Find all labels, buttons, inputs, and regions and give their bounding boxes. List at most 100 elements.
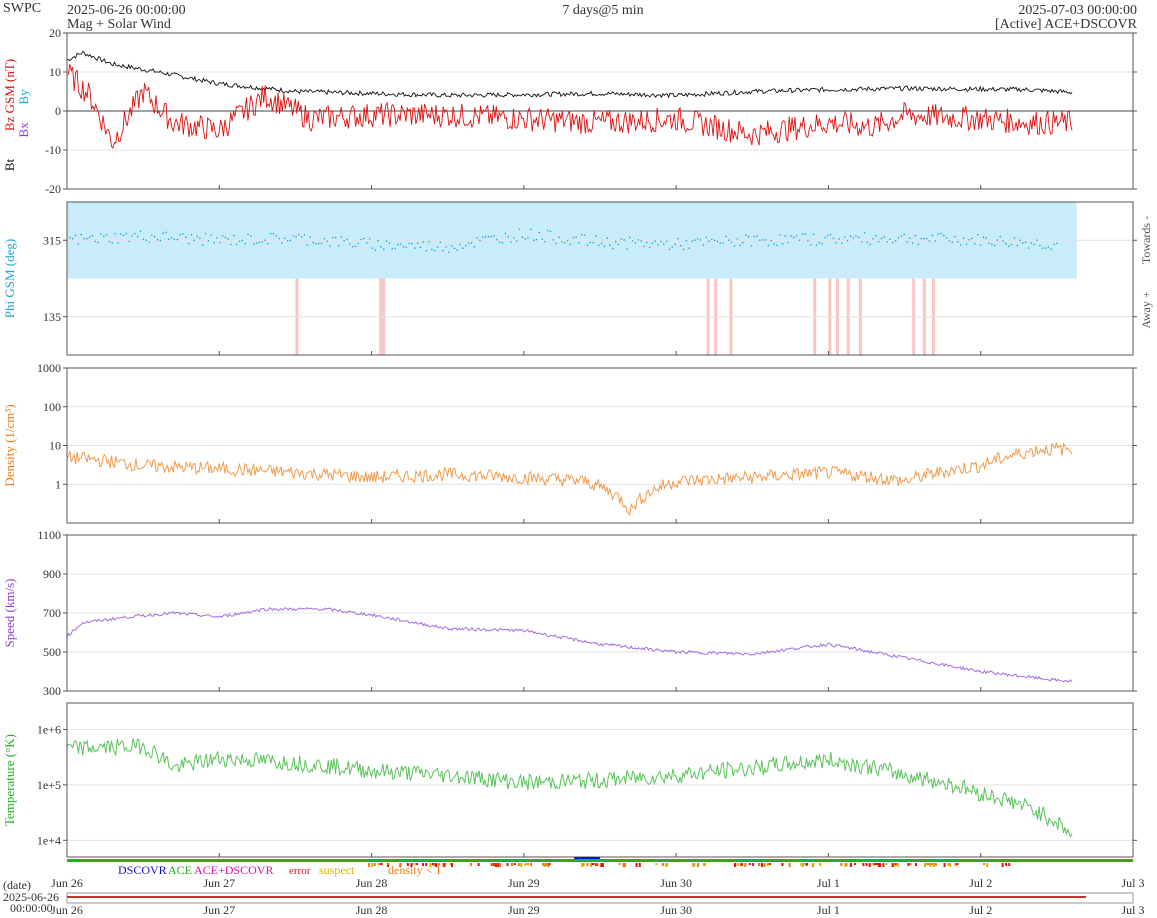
phi-point bbox=[1007, 245, 1010, 248]
phi-point bbox=[713, 239, 716, 242]
phi-point bbox=[159, 239, 162, 242]
phi-point bbox=[436, 246, 439, 248]
phi-point bbox=[1041, 247, 1044, 249]
phi-point bbox=[538, 231, 541, 234]
phi-point bbox=[221, 234, 224, 237]
phi-point bbox=[292, 235, 295, 237]
phi-point bbox=[507, 236, 509, 238]
phi-point bbox=[275, 234, 278, 237]
phi-point bbox=[900, 235, 903, 238]
phi-point bbox=[422, 241, 425, 243]
status-event-mark bbox=[451, 863, 454, 867]
phi-point bbox=[266, 242, 269, 245]
phi-point bbox=[518, 228, 521, 231]
status-event-mark bbox=[781, 863, 784, 866]
phi-point bbox=[213, 241, 215, 244]
status-event-mark bbox=[517, 863, 520, 866]
phi-point bbox=[742, 241, 744, 244]
phi-point bbox=[1019, 239, 1021, 242]
phi-point bbox=[860, 240, 863, 243]
y-tick-label: 20 bbox=[49, 26, 61, 40]
phi-point bbox=[756, 235, 758, 237]
phi-point bbox=[258, 241, 261, 244]
phi-point bbox=[846, 239, 849, 242]
status-event-mark bbox=[524, 863, 527, 866]
phi-point bbox=[750, 245, 753, 247]
phi-point bbox=[541, 238, 543, 240]
legend-ace: ACE bbox=[168, 863, 192, 877]
phi-point bbox=[476, 237, 478, 239]
phi-point bbox=[979, 244, 982, 247]
phi-point bbox=[810, 244, 812, 246]
y-tick-label: 0 bbox=[55, 104, 61, 118]
y-tick-label: 1000 bbox=[37, 361, 61, 375]
phi-point bbox=[269, 232, 272, 235]
status-strip: DSCOVR ACE ACE+DSCOVR error suspect dens… bbox=[67, 857, 1133, 877]
phi-point bbox=[326, 240, 328, 243]
y-axis-label: Bx bbox=[16, 122, 31, 138]
phi-point bbox=[462, 247, 464, 249]
phi-point bbox=[974, 243, 976, 245]
phi-point bbox=[1056, 242, 1058, 245]
phi-point bbox=[877, 240, 880, 243]
status-event-mark bbox=[737, 863, 740, 866]
phi-point bbox=[346, 238, 348, 241]
x-tick-label: Jun 26 bbox=[51, 903, 83, 917]
status-event-mark bbox=[862, 863, 865, 866]
towards-label: Towards - bbox=[1139, 216, 1153, 264]
status-event-mark bbox=[932, 863, 935, 867]
status-event-mark bbox=[434, 863, 437, 866]
phi-point bbox=[377, 239, 379, 242]
phi-point bbox=[640, 240, 642, 242]
status-event-mark bbox=[380, 863, 383, 865]
status-event-mark bbox=[377, 863, 380, 865]
status-event-mark bbox=[662, 863, 665, 865]
status-event-mark bbox=[926, 863, 929, 865]
status-event-mark bbox=[812, 863, 815, 866]
status-event-mark bbox=[406, 863, 409, 866]
phi-point bbox=[148, 241, 150, 243]
phi-point bbox=[504, 232, 507, 235]
phi-point bbox=[962, 237, 965, 239]
phi-point bbox=[71, 237, 74, 240]
mag-panel: 20 10 0 -10 -20 Bt Bz GSM (nT) Bx By bbox=[2, 26, 1137, 196]
status-event-mark bbox=[601, 863, 604, 867]
phi-point bbox=[88, 236, 91, 238]
phi-point bbox=[278, 237, 280, 240]
status-event-mark bbox=[896, 863, 899, 867]
phi-point bbox=[546, 229, 549, 232]
phi-point bbox=[210, 234, 213, 236]
phi-point bbox=[549, 230, 552, 233]
phi-point bbox=[193, 239, 196, 242]
status-event-mark bbox=[416, 863, 419, 865]
phi-point bbox=[334, 236, 337, 239]
y-tick-label: 300 bbox=[43, 684, 61, 698]
phi-point bbox=[795, 234, 798, 237]
phi-point bbox=[945, 237, 948, 239]
status-event-mark bbox=[805, 863, 808, 866]
x-tick-label: Jun 30 bbox=[660, 903, 692, 917]
phi-point bbox=[821, 242, 823, 245]
status-event-mark bbox=[493, 863, 496, 866]
phi-point bbox=[94, 240, 97, 243]
status-event-mark bbox=[638, 863, 641, 867]
phi-point bbox=[677, 237, 679, 240]
phi-point bbox=[937, 233, 939, 235]
phi-point bbox=[255, 242, 258, 244]
interval-label: 7 days@5 min bbox=[562, 3, 643, 18]
x-tick-label: Jul 3 bbox=[1121, 876, 1144, 890]
phi-point bbox=[612, 247, 614, 250]
phi-point bbox=[600, 242, 603, 245]
phi-point bbox=[623, 239, 625, 241]
phi-point bbox=[1022, 242, 1024, 244]
density-series-line bbox=[66, 441, 1073, 517]
phi-point bbox=[563, 242, 566, 244]
phi-point bbox=[699, 239, 702, 241]
phi-point bbox=[187, 242, 190, 245]
status-event-mark bbox=[586, 863, 589, 866]
y-tick-label: 700 bbox=[43, 606, 61, 620]
phi-point bbox=[761, 239, 764, 241]
phi-point bbox=[139, 230, 142, 233]
phi-point bbox=[136, 235, 139, 238]
phi-point bbox=[156, 238, 159, 241]
